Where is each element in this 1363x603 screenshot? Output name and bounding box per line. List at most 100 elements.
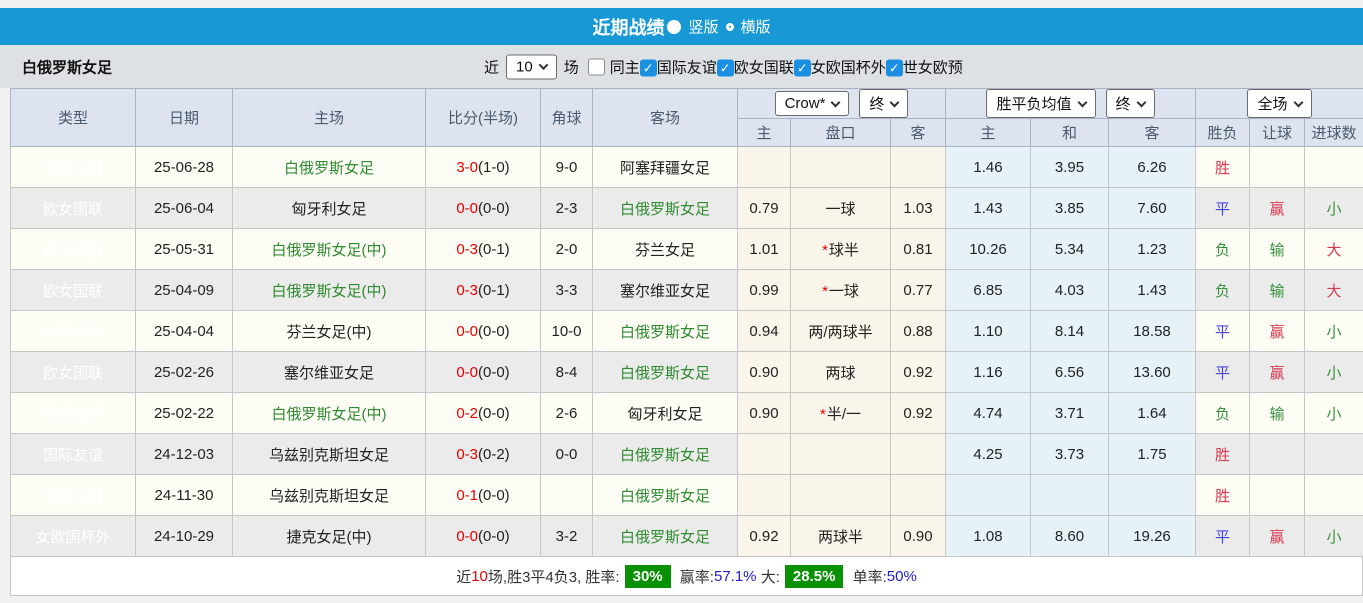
odds-period-select[interactable]: 终 — [859, 89, 908, 118]
score-halftime: (0-0) — [478, 200, 510, 217]
summary-segment: 近 — [456, 566, 471, 587]
avg-group-header: 胜平负均值 终 — [946, 89, 1196, 119]
avg-home — [946, 475, 1031, 516]
col-header-corners: 角球 — [541, 89, 593, 147]
match-type-badge: 欧女国联 — [11, 352, 136, 393]
goals-result: 小 — [1305, 352, 1363, 393]
handicap-header: 盘口 — [791, 119, 891, 147]
avg-away: 19.26 — [1109, 516, 1196, 557]
match-date: 25-05-31 — [136, 229, 233, 270]
competition-checkbox-3[interactable]: ✓ — [794, 60, 811, 77]
same-home-checkbox[interactable] — [588, 58, 605, 75]
odds-period-value: 终 — [869, 93, 884, 114]
recent-count-select[interactable]: 10 — [506, 54, 557, 79]
score-fulltime: 0-3 — [456, 241, 478, 258]
handicap — [791, 147, 891, 188]
handicap-result: 赢 — [1250, 188, 1305, 229]
score-fulltime: 0-0 — [456, 323, 478, 340]
competition-checkbox-1[interactable]: ✓ — [640, 60, 657, 77]
home-team: 白俄罗斯女足(中) — [233, 229, 426, 270]
recent-label: 近 — [484, 56, 499, 77]
goals-header: 进球数 — [1305, 119, 1363, 147]
goals-result: 小 — [1305, 311, 1363, 352]
away-team: 白俄罗斯女足 — [593, 434, 738, 475]
match-date: 24-11-30 — [136, 475, 233, 516]
handicap-result — [1250, 434, 1305, 475]
corners — [541, 475, 593, 516]
horizontal-layout-radio[interactable] — [726, 23, 734, 31]
handicap-result: 输 — [1250, 229, 1305, 270]
topbar: 近期战绩 竖版 横版 — [0, 8, 1363, 45]
corners: 8-4 — [541, 352, 593, 393]
summary-segment: 单率: — [848, 566, 886, 587]
match-type-badge: 国际友谊 — [11, 434, 136, 475]
odds-home: 0.92 — [738, 516, 791, 557]
chevron-down-icon — [1293, 97, 1303, 107]
handicap: *球半 — [791, 229, 891, 270]
winloss-result: 平 — [1196, 352, 1250, 393]
horizontal-layout-label[interactable]: 横版 — [741, 16, 771, 37]
odds-home: 0.90 — [738, 393, 791, 434]
avg-home-header: 主 — [946, 119, 1031, 147]
handicap-star: * — [822, 283, 828, 300]
chevron-down-icon — [890, 97, 900, 107]
vertical-layout-label[interactable]: 竖版 — [688, 16, 718, 37]
corners: 10-0 — [541, 311, 593, 352]
corners: 2-0 — [541, 229, 593, 270]
odds-home — [738, 434, 791, 475]
home-team: 塞尔维亚女足 — [233, 352, 426, 393]
match-date: 25-06-28 — [136, 147, 233, 188]
score-halftime: (0-0) — [478, 405, 510, 422]
avg-home: 1.10 — [946, 311, 1031, 352]
match-type-badge: 国际友谊 — [11, 475, 136, 516]
scope-select[interactable]: 全场 — [1247, 89, 1311, 118]
handicap-star: * — [820, 406, 826, 423]
corners: 2-6 — [541, 393, 593, 434]
goals-result: 小 — [1305, 188, 1363, 229]
handicap-text: 两球 — [825, 365, 855, 382]
away-team: 白俄罗斯女足 — [593, 352, 738, 393]
goals-result: 小 — [1305, 393, 1363, 434]
handicap — [791, 434, 891, 475]
winloss-result: 胜 — [1196, 147, 1250, 188]
col-header-away: 客场 — [593, 89, 738, 147]
handicap: 两球半 — [791, 516, 891, 557]
avg-away: 1.43 — [1109, 270, 1196, 311]
odds-away: 1.03 — [891, 188, 946, 229]
avg-period-select[interactable]: 终 — [1106, 89, 1155, 118]
score-halftime: (0-1) — [478, 282, 510, 299]
handicap-result-header: 让球 — [1250, 119, 1305, 147]
winloss-result: 胜 — [1196, 475, 1250, 516]
page-title: 近期战绩 — [592, 14, 664, 40]
bookmaker-select[interactable]: Crow* — [775, 91, 850, 116]
goals-result — [1305, 475, 1363, 516]
competition-checkbox-4[interactable]: ✓ — [886, 60, 903, 77]
odds-away: 0.77 — [891, 270, 946, 311]
score-fulltime: 0-0 — [456, 528, 478, 545]
avg-draw-header: 和 — [1031, 119, 1109, 147]
vertical-layout-radio[interactable] — [667, 20, 681, 34]
competition-filters: ✓国际友谊✓欧女国联✓女欧国杯外✓世女欧预 — [640, 56, 963, 77]
corners: 0-0 — [541, 434, 593, 475]
chevron-down-icon — [1077, 97, 1087, 107]
home-team: 白俄罗斯女足(中) — [233, 270, 426, 311]
match-type-badge: 欧女国联 — [11, 393, 136, 434]
score-halftime: (0-0) — [478, 528, 510, 545]
avg-home: 1.43 — [946, 188, 1031, 229]
winloss-result: 负 — [1196, 270, 1250, 311]
corners: 9-0 — [541, 147, 593, 188]
odds-away: 0.81 — [891, 229, 946, 270]
match-date: 25-02-22 — [136, 393, 233, 434]
match-date: 24-10-29 — [136, 516, 233, 557]
odds-away-header: 客 — [891, 119, 946, 147]
competition-checkbox-2[interactable]: ✓ — [717, 60, 734, 77]
avg-away — [1109, 475, 1196, 516]
avg-odds-select[interactable]: 胜平负均值 — [986, 89, 1095, 118]
match-date: 25-04-04 — [136, 311, 233, 352]
away-team: 白俄罗斯女足 — [593, 311, 738, 352]
